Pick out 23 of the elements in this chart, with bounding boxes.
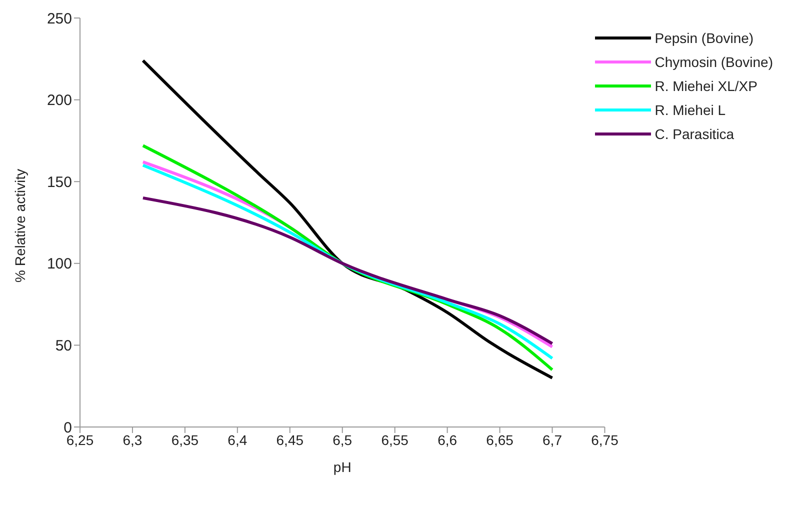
x-tick-label: 6,45 (276, 432, 304, 448)
x-axis-title: pH (333, 459, 352, 475)
line-series (141, 196, 554, 346)
legend-label: Pepsin (Bovine) (654, 29, 754, 48)
x-tick-label: 6,65 (486, 432, 514, 448)
y-tick-label: 250 (46, 10, 72, 28)
x-tick-label: 6,75 (591, 432, 619, 448)
legend-label: R. Miehei L (654, 101, 726, 120)
x-tick-label: 6,7 (542, 432, 562, 448)
y-tick-label: 150 (46, 174, 72, 191)
y-tick-label: 100 (46, 256, 72, 273)
legend-label: C. Parasitica (654, 125, 734, 144)
y-axis-title: % Relative activity (12, 168, 28, 282)
x-tick-label: 6,6 (438, 432, 458, 448)
x-tick-label: 6,5 (332, 432, 352, 448)
y-tick-label: 50 (55, 338, 72, 355)
y-tick-label: 200 (46, 92, 72, 110)
x-tick-label: 6,35 (171, 432, 199, 448)
legend-label: R. Miehei XL/XP (654, 77, 758, 96)
x-tick-label: 6,4 (228, 432, 248, 448)
legend-label: Chymosin (Bovine) (654, 53, 773, 72)
x-tick-label: 6,55 (381, 432, 409, 448)
x-tick-label: 6,3 (122, 432, 142, 448)
